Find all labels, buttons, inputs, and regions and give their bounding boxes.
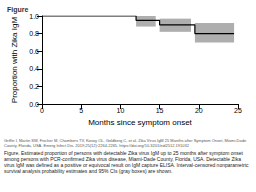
html-text:Griffin I, Martin SW, Fischer: Griffin I, Martin SW, Fischer M, Chamber… xyxy=(4,138,247,148)
svg-text:20: 20 xyxy=(195,107,203,114)
svg-text:0.4: 0.4 xyxy=(29,65,39,72)
svg-text:Proportion with Zika IgM: Proportion with Zika IgM xyxy=(10,17,19,104)
svg-text:0.0: 0.0 xyxy=(29,101,39,108)
svg-text:15: 15 xyxy=(156,107,164,114)
html-text:Figure. Estimated proportion o: Figure. Estimated proportion of persons … xyxy=(4,150,249,174)
svg-text:5: 5 xyxy=(79,107,83,114)
svg-text:10: 10 xyxy=(117,107,125,114)
svg-text:0: 0 xyxy=(40,107,44,114)
svg-text:0.8: 0.8 xyxy=(29,30,39,37)
svg-text:Months since symptom onset: Months since symptom onset xyxy=(88,118,192,127)
svg-text:25: 25 xyxy=(234,107,242,114)
svg-text:0.2: 0.2 xyxy=(29,83,39,90)
svg-text:1.0: 1.0 xyxy=(29,13,39,20)
svg-text:Figure: Figure xyxy=(7,6,28,14)
svg-text:0.6: 0.6 xyxy=(29,48,39,55)
